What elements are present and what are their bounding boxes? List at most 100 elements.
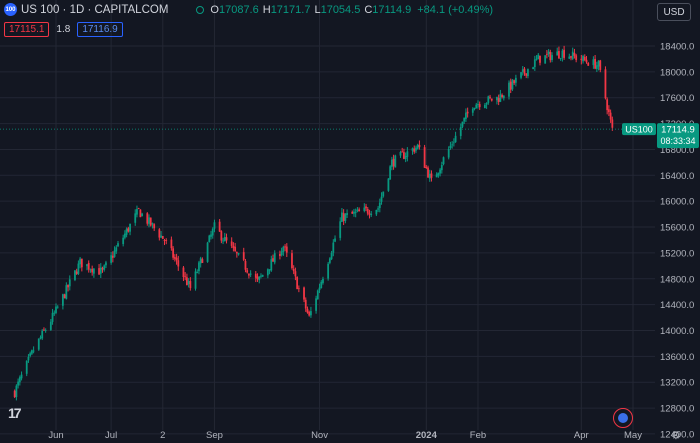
candle-body (98, 268, 100, 275)
candle-body (194, 271, 197, 289)
symbol-tag-label: US100 (625, 125, 653, 135)
candle-body (514, 77, 517, 83)
symbol-logo-icon: 100 (4, 3, 17, 16)
price-tick-label: 17600.0 (660, 93, 694, 104)
candle-body (483, 104, 486, 109)
candle-body (213, 222, 216, 229)
candle-body (225, 237, 228, 241)
candle-body (30, 350, 33, 354)
candle-body (15, 385, 18, 397)
candle-body (284, 246, 286, 248)
settings-icon[interactable]: ⚙ (671, 430, 681, 442)
candle-body (310, 311, 312, 316)
candle-body (218, 221, 221, 232)
candle-body (341, 212, 343, 222)
candle-body (89, 269, 92, 271)
candle-body (354, 211, 357, 213)
buy-button[interactable]: 17116.9 (77, 22, 123, 37)
candle-body (358, 209, 361, 212)
candle-body (509, 81, 512, 90)
candle-body (127, 228, 130, 232)
candle-body (513, 80, 516, 84)
candle-body (122, 237, 125, 245)
candle-body (258, 276, 261, 281)
candle-body (390, 159, 393, 167)
symbol-title[interactable]: US 100 · 1D · CAPITALCOM (21, 3, 169, 16)
candle-body (342, 213, 345, 221)
time-tick-label: 2024 (416, 430, 438, 441)
candle-body (527, 69, 529, 77)
price-tick-label: 15200.0 (660, 248, 694, 259)
time-tick-label: Nov (311, 430, 328, 441)
candle-body (544, 55, 547, 64)
candle-body (439, 169, 441, 174)
tradingview-logo-icon[interactable]: 17 (8, 405, 22, 421)
candle-body (237, 253, 240, 255)
sell-button[interactable]: 17115.1 (4, 22, 50, 37)
candle-body (17, 381, 20, 386)
price-tick-label: 16400.0 (660, 171, 694, 182)
time-tick-label: Apr (574, 430, 589, 441)
candle-body (449, 145, 452, 148)
candle-body (296, 277, 299, 290)
candle-body (403, 152, 405, 159)
candle-body (235, 251, 238, 254)
candle-body (141, 213, 144, 216)
candle-body (201, 259, 204, 263)
candle-body (607, 109, 610, 113)
candle-body (499, 94, 502, 102)
spread-value: 1.8 (56, 24, 71, 35)
candle-body (351, 211, 354, 214)
candle-body (466, 111, 469, 114)
candle-body (146, 213, 149, 224)
candle-body (549, 51, 552, 61)
candle-body (163, 239, 166, 241)
candle-body (115, 247, 118, 252)
price-axis[interactable]: 12400.0 12800.0 13200.0 13600.0 14000.0 14400… (660, 42, 694, 441)
candle-body (502, 95, 505, 99)
candle-body (497, 97, 500, 103)
last-price-badge (657, 123, 699, 149)
candle-body (75, 271, 78, 274)
candle-body (585, 59, 588, 63)
currency-selector[interactable]: USD (657, 3, 691, 21)
flag-icon[interactable] (613, 408, 633, 428)
candle-body (44, 329, 47, 331)
candle-body (105, 262, 107, 266)
candle-body (249, 273, 252, 275)
symbol-legend[interactable]: 100 US 100 · 1D · CAPITALCOM O17087.6 H1… (4, 3, 493, 16)
candle-body (427, 167, 429, 178)
candle-body (346, 213, 348, 215)
time-axis[interactable]: Jun Jul 2 Sep Nov 2024 Feb Apr May (48, 430, 642, 441)
candle-body (511, 79, 514, 90)
candle-body (399, 151, 402, 156)
candle-body (318, 287, 321, 291)
candle-body (573, 52, 576, 56)
candle-body (101, 267, 104, 270)
candle-body (232, 246, 235, 248)
candle-body (378, 202, 381, 209)
price-tick-label: 16800.0 (660, 145, 694, 156)
price-tick-label: 14400.0 (660, 300, 694, 311)
candle-body (137, 208, 140, 209)
candle-body (260, 275, 262, 277)
candle-body (368, 213, 371, 215)
candle-body (55, 306, 57, 313)
candle-body (339, 221, 342, 238)
candle-body (570, 56, 572, 58)
candle-body (454, 135, 457, 143)
candle-body (79, 258, 82, 265)
candle-body (27, 356, 30, 361)
last-price-value: 17114.9 (661, 125, 695, 136)
candle-body (244, 261, 247, 270)
candle-body (525, 73, 528, 76)
candle-body (270, 259, 273, 271)
candle-body (41, 330, 44, 339)
candle-body (161, 235, 164, 239)
candle-body (539, 55, 541, 63)
candle-body (587, 63, 590, 66)
price-tick-label: 18400.0 (660, 42, 694, 53)
candle-body (43, 329, 45, 331)
candle-body (416, 144, 419, 149)
